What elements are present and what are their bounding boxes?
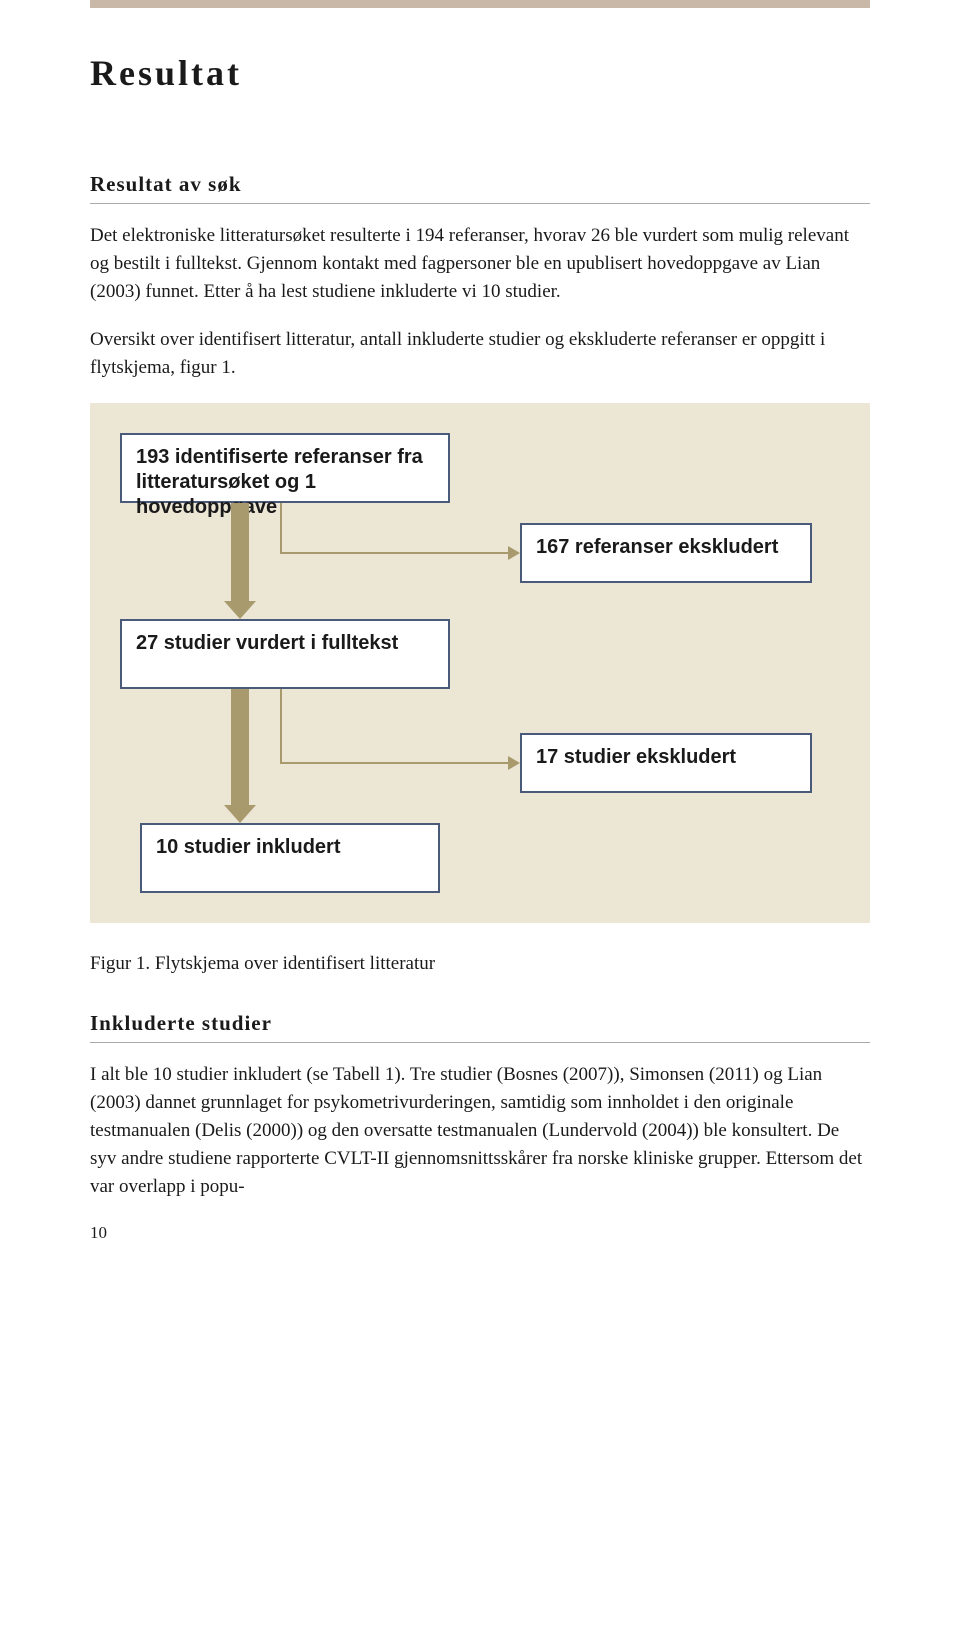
flow-node-n5: 10 studier inkludert xyxy=(140,823,440,893)
flowchart-panel: 193 identifiserte referanser fra littera… xyxy=(90,403,870,923)
flow-arrow-seg-v-3 xyxy=(280,689,282,763)
rule-1 xyxy=(90,203,870,204)
flow-node-n2: 167 referanser ekskludert xyxy=(520,523,812,583)
flow-arrow-down-0 xyxy=(228,503,252,619)
flow-node-n4: 17 studier ekskludert xyxy=(520,733,812,793)
flow-arrow-seg-h-2 xyxy=(280,552,510,554)
subheading-included: Inkluderte studier xyxy=(90,1011,870,1036)
flow-arrow-head-2 xyxy=(508,546,520,560)
paragraph-3: I alt ble 10 studier inkludert (se Tabel… xyxy=(90,1061,870,1202)
rule-2 xyxy=(90,1042,870,1043)
paragraph-2: Oversikt over identifisert litteratur, a… xyxy=(90,326,870,382)
paragraph-1: Det elektroniske litteratursøket resulte… xyxy=(90,222,870,306)
page-title: Resultat xyxy=(90,52,870,94)
page-number: 10 xyxy=(90,1223,870,1243)
flow-node-n3: 27 studier vurdert i fulltekst xyxy=(120,619,450,689)
top-rule xyxy=(90,0,870,8)
figure-caption: Figur 1. Flytskjema over identifisert li… xyxy=(90,953,870,975)
flow-arrow-seg-h-3 xyxy=(280,762,510,764)
subheading-search: Resultat av søk xyxy=(90,172,870,197)
flow-arrow-seg-v-2 xyxy=(280,503,282,553)
flow-arrow-down-1 xyxy=(228,689,252,823)
flow-arrow-head-3 xyxy=(508,756,520,770)
flow-node-n1: 193 identifiserte referanser fra littera… xyxy=(120,433,450,503)
